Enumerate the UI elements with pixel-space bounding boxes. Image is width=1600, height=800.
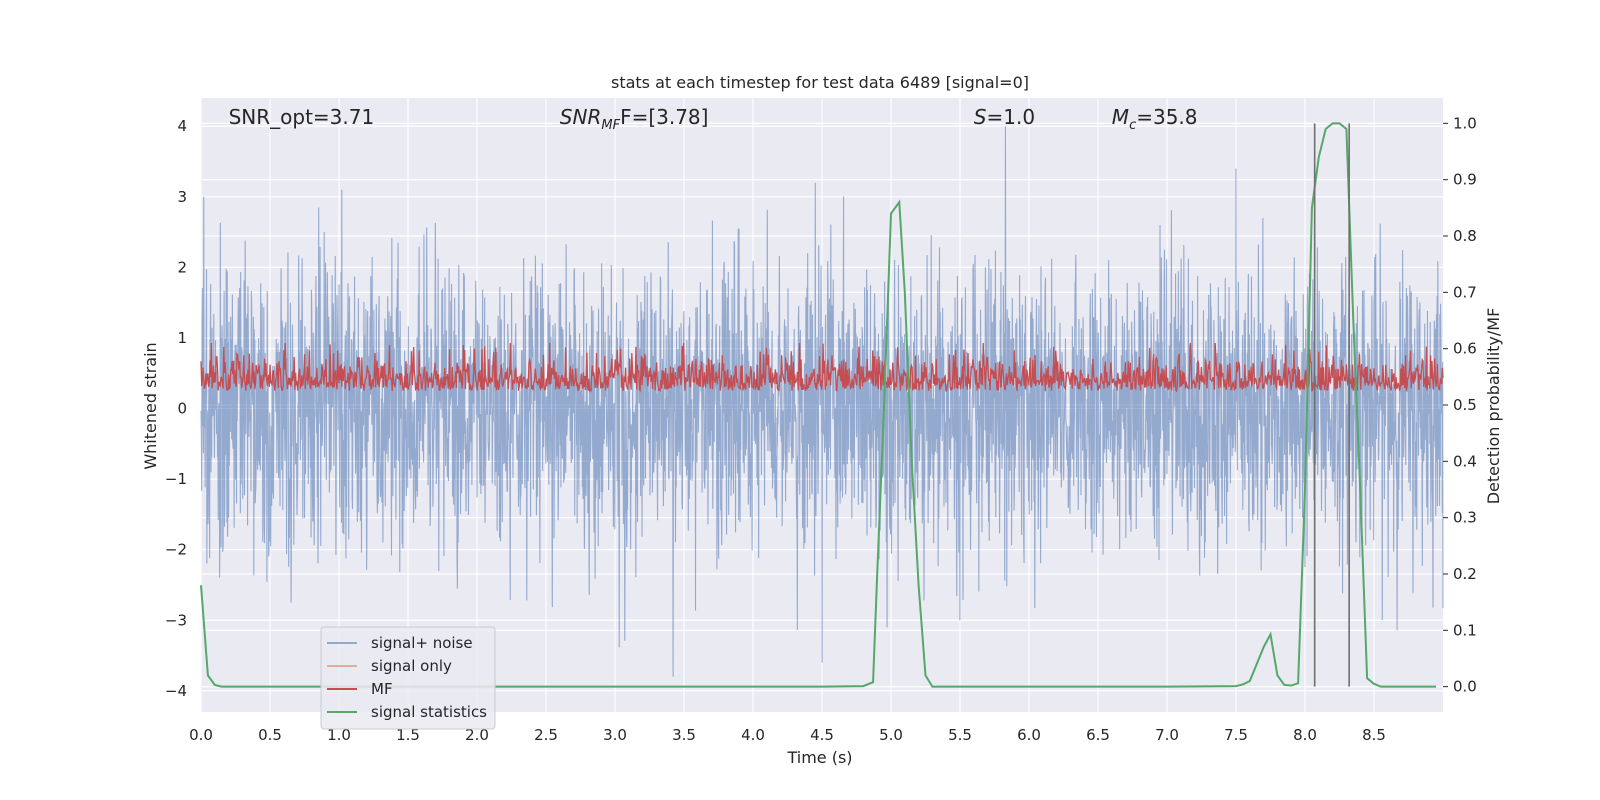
y-right-tick-label: 0.2 [1453,565,1477,583]
x-tick-label: 5.5 [948,726,972,744]
y-axis-right-label: Detection probability/MF [1484,308,1503,505]
y-tick-label: 1 [177,329,187,347]
y-tick-label: 4 [177,117,187,135]
y-right-tick-label: 0.4 [1453,452,1477,470]
legend-label: signal+ noise [371,634,473,652]
legend-box [320,626,496,730]
y-axis-label: Whitened strain [141,342,160,469]
x-tick-label: 5.0 [879,726,903,744]
x-tick-label: 7.5 [1224,726,1248,744]
y-right-tick-label: 1.0 [1453,114,1477,132]
annotations: SNR_opt=3.71 SNRMFF=[3.78] S=1.0 Mc=35.8 [229,105,1198,133]
legend-label: signal statistics [371,703,487,721]
series-line-signal-noise [200,126,1444,677]
y-tick-label: 3 [177,188,187,206]
x-tick-label: 4.0 [741,726,765,744]
x-tick-label: 4.5 [810,726,834,744]
x-tick-label: 1.0 [327,726,351,744]
x-tick-label: 3.0 [603,726,627,744]
legend-label: MF [371,680,393,698]
data-layer [200,122,1444,688]
x-tick-label: 8.0 [1293,726,1317,744]
x-tick-label: 2.0 [465,726,489,744]
x-tick-label: 0.0 [189,726,213,744]
x-tick-label: 0.5 [258,726,282,744]
x-tick-label: 2.5 [534,726,558,744]
x-tick-label: 6.0 [1017,726,1041,744]
y-right-tick-label: 0.0 [1453,678,1477,696]
y-tick-label: −3 [165,611,187,629]
y-right-tick-label: 0.6 [1453,340,1477,358]
chart-title: stats at each timestep for test data 648… [611,73,1029,92]
y-tick-label: −2 [165,541,187,559]
y-right-tick-label: 0.3 [1453,509,1477,527]
y-right-tick-label: 0.5 [1453,396,1477,414]
x-tick-label: 1.5 [396,726,420,744]
y-tick-label: 2 [177,258,187,276]
x-axis-label: Time (s) [786,748,852,767]
annotation-1: SNR_opt=3.71 [229,105,375,129]
x-tick-label: 8.5 [1362,726,1386,744]
series-line-signal-statistics [200,122,1437,688]
y-tick-label: −1 [165,470,187,488]
y-tick-label: −4 [165,682,187,700]
y-tick-label: 0 [177,400,187,418]
x-tick-label: 7.0 [1155,726,1179,744]
annotation-4: Mc=35.8 [1112,105,1198,133]
legend: signal+ noise signal only MF signal statist… [320,626,496,730]
annotation-3: S=1.0 [974,105,1035,129]
x-tick-label: 3.5 [672,726,696,744]
y-right-tick-label: 0.8 [1453,227,1477,245]
x-tick-label: 6.5 [1086,726,1110,744]
y-right-tick-label: 0.9 [1453,171,1477,189]
legend-label: signal only [371,657,452,675]
annotation-2: SNRMFF=[3.78] [560,105,709,133]
tick-labels: 0.0 0.5 1.0 1.5 2.0 2.5 3.0 3.5 4.0 4.5 5.0 5.5 6.0 6… [165,114,1477,744]
y-right-tick-label: 0.7 [1453,283,1477,301]
y-right-tick-label: 0.1 [1453,621,1477,639]
series-line-mf [200,343,1444,393]
